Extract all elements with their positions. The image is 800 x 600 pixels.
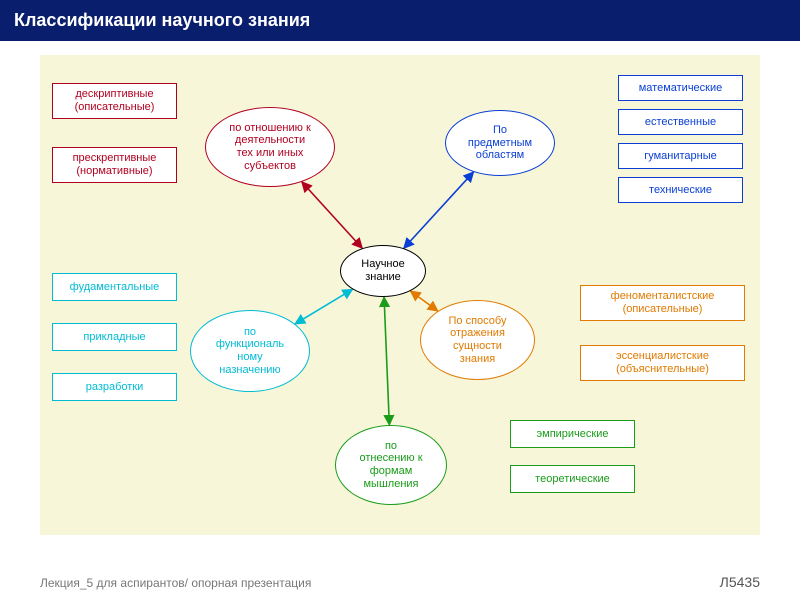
- edge-center-subject: [404, 172, 474, 248]
- node-label-theoretical: теоретические: [535, 473, 610, 486]
- node-label-center: Научноезнание: [361, 258, 404, 283]
- node-label-empirical: эмпирические: [537, 428, 609, 441]
- node-label-thinking: поотнесению кформаммышления: [359, 440, 422, 491]
- edge-center-reflection: [410, 291, 437, 311]
- node-descriptive_r: дескриптивные(описательные): [52, 83, 177, 119]
- footer-left: Лекция_5 для аспирантов/ опорная презент…: [40, 576, 311, 590]
- node-empirical: эмпирические: [510, 420, 635, 448]
- node-functional: пофункциональномуназначению: [190, 310, 310, 392]
- node-label-develop: разработки: [86, 381, 144, 394]
- node-label-subject: Попредметнымобластям: [468, 124, 532, 162]
- node-math: математические: [618, 75, 743, 101]
- node-develop: разработки: [52, 373, 177, 401]
- node-label-natural: естественные: [645, 116, 716, 129]
- node-label-math: математические: [639, 82, 723, 95]
- node-label-activity: по отношению кдеятельноститех или иныхсу…: [229, 122, 311, 173]
- edge-center-thinking: [384, 297, 389, 425]
- node-technical: технические: [618, 177, 743, 203]
- node-label-reflection: По способуотражениясущностизнания: [449, 315, 507, 366]
- node-fundamental: фудаментальные: [52, 273, 177, 301]
- footer-right: Л5435: [720, 574, 760, 590]
- node-label-essent: эссенциалистские(объяснительные): [616, 350, 709, 375]
- node-natural: естественные: [618, 109, 743, 135]
- node-label-prescriptive: прескрептивные(нормативные): [73, 152, 157, 177]
- node-prescriptive: прескрептивные(нормативные): [52, 147, 177, 183]
- node-label-descriptive_r: дескриптивные(описательные): [75, 88, 155, 113]
- node-applied: прикладные: [52, 323, 177, 351]
- node-label-human: гуманитарные: [644, 150, 717, 163]
- slide-header: Классификации научного знания: [0, 0, 800, 41]
- edge-center-functional: [295, 289, 352, 324]
- node-phenom: феноменталистские(описательные): [580, 285, 745, 321]
- node-label-technical: технические: [649, 184, 712, 197]
- node-center: Научноезнание: [340, 245, 426, 297]
- node-thinking: поотнесению кформаммышления: [335, 425, 447, 505]
- node-essent: эссенциалистские(объяснительные): [580, 345, 745, 381]
- slide-title: Классификации научного знания: [14, 10, 310, 30]
- node-label-fundamental: фудаментальные: [70, 281, 160, 294]
- edge-center-activity: [302, 182, 362, 248]
- node-activity: по отношению кдеятельноститех или иныхсу…: [205, 107, 335, 187]
- node-subject: Попредметнымобластям: [445, 110, 555, 176]
- node-label-phenom: феноменталистские(описательные): [611, 290, 715, 315]
- diagram-canvas: Научноезнание по отношению кдеятельностит…: [40, 55, 760, 535]
- node-label-functional: пофункциональномуназначению: [216, 326, 284, 377]
- node-human: гуманитарные: [618, 143, 743, 169]
- node-label-applied: прикладные: [83, 331, 145, 344]
- node-theoretical: теоретические: [510, 465, 635, 493]
- node-reflection: По способуотражениясущностизнания: [420, 300, 535, 380]
